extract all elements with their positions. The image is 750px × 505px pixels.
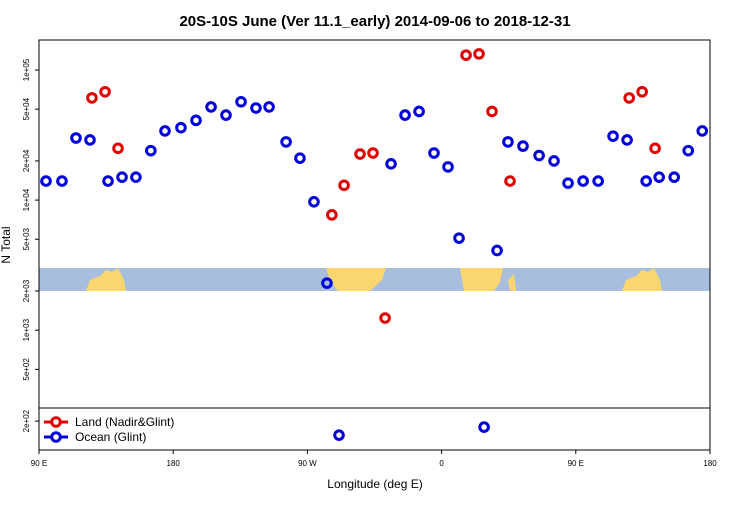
point xyxy=(623,92,635,104)
x-tick-label: 0 xyxy=(439,459,444,468)
point xyxy=(333,429,345,441)
point xyxy=(86,92,98,104)
point xyxy=(486,105,498,118)
point xyxy=(280,136,292,148)
y-tick-label: 2e+03 xyxy=(22,279,31,302)
point xyxy=(385,158,397,170)
map-band xyxy=(39,268,710,291)
y-tick-label: 2e+02 xyxy=(22,409,31,432)
point xyxy=(102,175,114,187)
y-tick-label: 2e+04 xyxy=(22,149,31,172)
y-tick-label: 5e+03 xyxy=(22,227,31,250)
point xyxy=(473,48,485,60)
point xyxy=(56,175,68,187)
point xyxy=(145,144,157,157)
point xyxy=(84,134,96,146)
point xyxy=(338,179,350,192)
point xyxy=(354,148,366,160)
point xyxy=(491,244,503,257)
point xyxy=(442,161,454,173)
y-tick-label: 1e+03 xyxy=(22,318,31,341)
point xyxy=(235,95,247,108)
point xyxy=(308,196,320,208)
point xyxy=(399,109,411,121)
point xyxy=(682,144,695,157)
point xyxy=(548,155,560,167)
y-tick-label: 5e+04 xyxy=(22,97,31,120)
legend-marker xyxy=(50,416,62,428)
point xyxy=(504,175,516,187)
point xyxy=(294,152,306,164)
point xyxy=(379,312,391,324)
x-tick-label: 180 xyxy=(167,459,181,468)
point xyxy=(250,102,262,114)
point xyxy=(263,101,275,113)
plot-frame xyxy=(38,39,711,451)
point xyxy=(367,147,379,159)
point xyxy=(649,142,661,155)
point xyxy=(413,105,425,118)
x-tick-label: 90 E xyxy=(31,459,47,468)
chart-title: 20S-10S June (Ver 11.1_early) 2014-09-06… xyxy=(179,13,570,30)
point xyxy=(621,134,633,146)
legend-marker xyxy=(50,431,62,443)
point xyxy=(640,175,652,187)
x-axis-label: Longitude (deg E) xyxy=(327,477,422,491)
point xyxy=(159,125,171,137)
legend-label: Land (Nadir&Glint) xyxy=(75,415,174,429)
x-tick-label: 180 xyxy=(703,459,717,468)
y-tick-label: 1e+05 xyxy=(22,58,31,81)
point xyxy=(478,421,490,433)
x-tick-label: 90 W xyxy=(298,459,317,468)
point xyxy=(562,177,574,189)
point xyxy=(460,49,472,61)
y-axis-label: N Total xyxy=(0,226,13,263)
point xyxy=(517,140,529,152)
point xyxy=(326,209,338,221)
point xyxy=(592,175,604,187)
point xyxy=(453,232,465,244)
point xyxy=(116,171,128,183)
point xyxy=(533,149,545,162)
point xyxy=(175,121,187,134)
point xyxy=(130,171,142,183)
legend-label: Ocean (Glint) xyxy=(75,430,146,444)
point xyxy=(696,125,709,137)
point xyxy=(577,175,589,187)
point xyxy=(321,277,333,289)
point xyxy=(190,114,202,127)
point xyxy=(653,171,665,183)
point xyxy=(220,109,232,121)
x-tick-label: 90 E xyxy=(568,459,584,468)
point xyxy=(502,136,514,148)
point xyxy=(112,142,124,155)
point xyxy=(99,85,111,98)
point xyxy=(40,175,52,187)
point xyxy=(428,147,440,159)
point xyxy=(668,171,681,183)
point xyxy=(70,132,82,144)
y-tick-label: 5e+02 xyxy=(22,358,31,381)
point xyxy=(607,130,619,142)
point xyxy=(636,85,648,98)
y-tick-label: 1e+04 xyxy=(22,188,31,211)
point xyxy=(205,101,217,113)
